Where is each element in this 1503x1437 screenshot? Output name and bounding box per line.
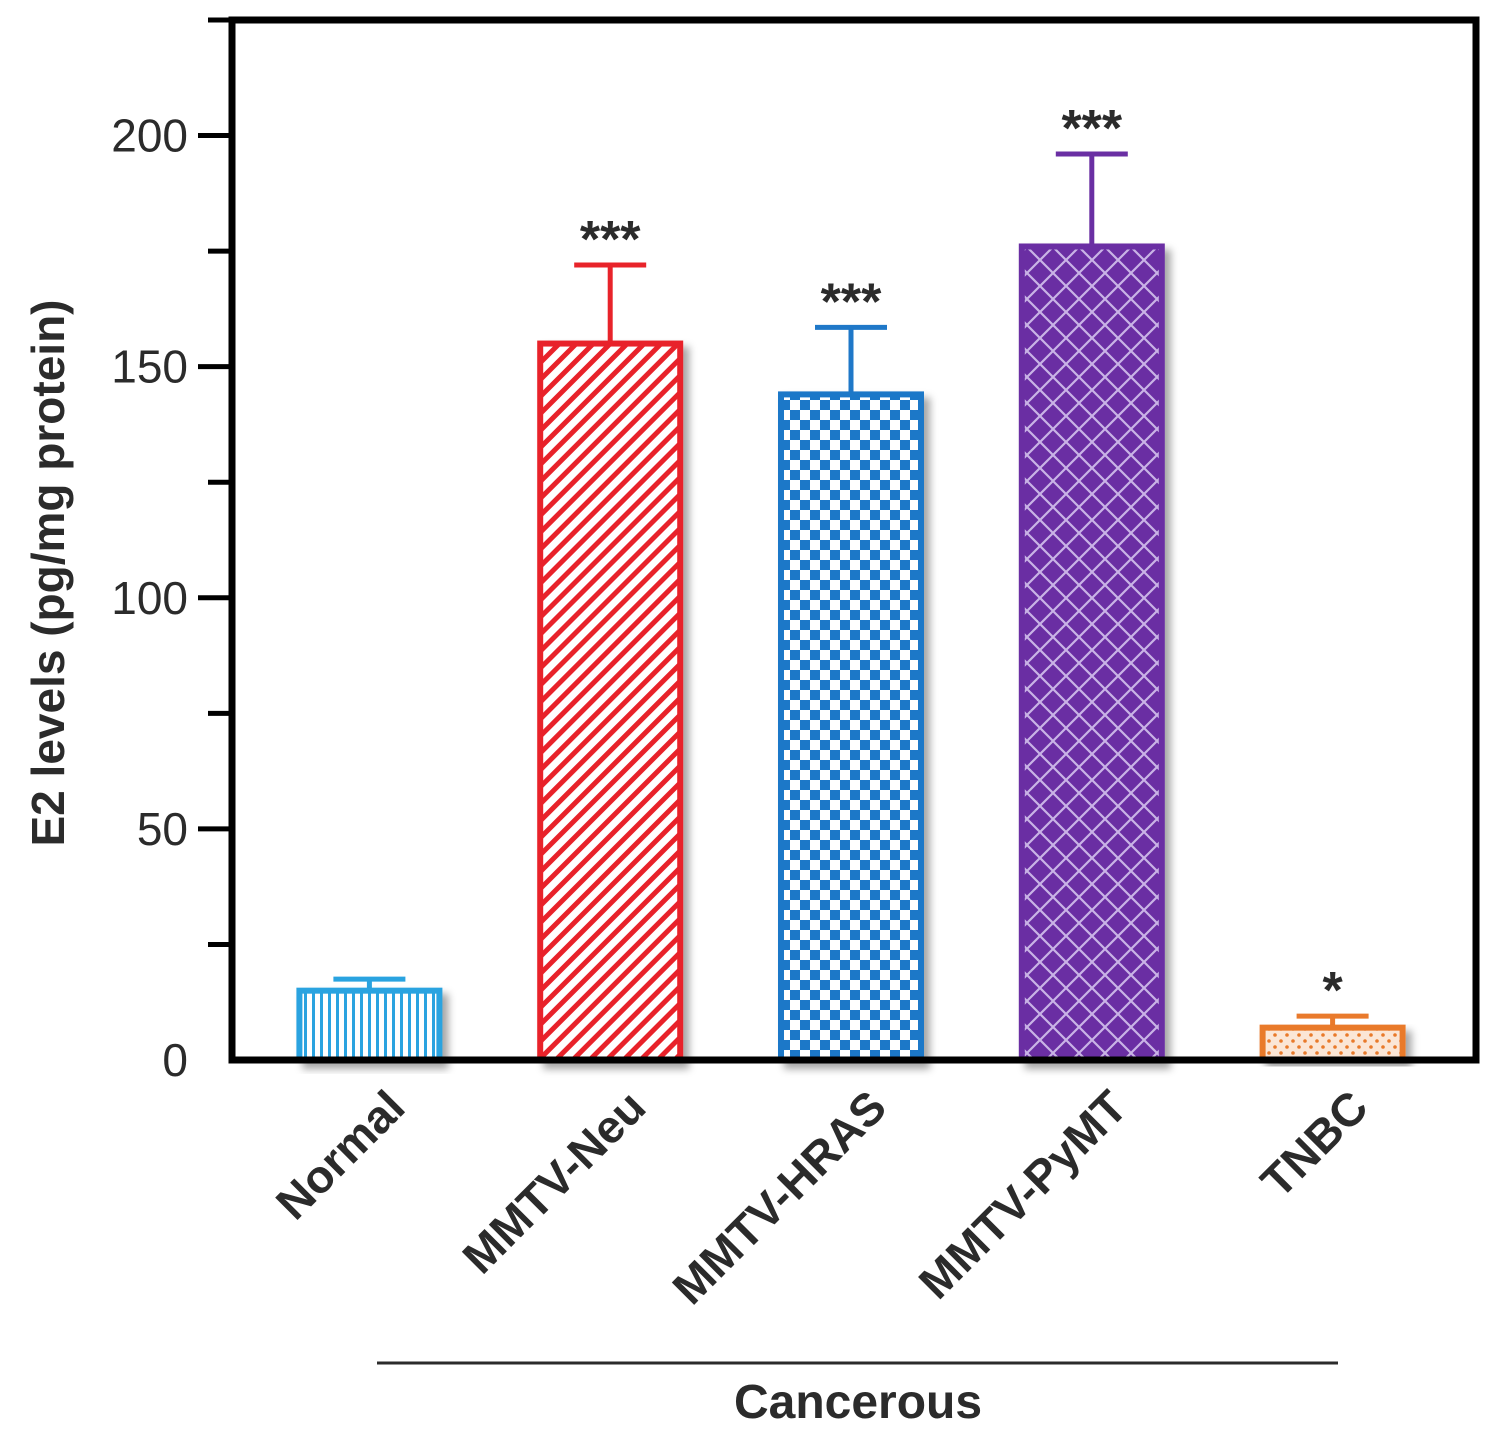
significance-mmtv-hras: *** <box>821 273 882 331</box>
x-category-label: Normal <box>266 1080 415 1229</box>
y-axis-title: E2 levels (pg/mg protein) <box>22 300 74 847</box>
x-axis-labels: Normal MMTV-Neu MMTV-HRAS MMTV-PyMT TNBC <box>266 1080 1378 1314</box>
bar-mmtv-pymt <box>1018 243 1165 1063</box>
significance-mmtv-pymt: *** <box>1061 100 1122 158</box>
y-axis: 0 50 100 150 200 <box>111 17 232 1086</box>
bar-normal <box>296 987 443 1064</box>
group-label: Cancerous <box>734 1376 982 1429</box>
bar-tnbc <box>1259 1024 1406 1063</box>
y-tick-label: 0 <box>162 1034 188 1086</box>
x-category-label: MMTV-PyMT <box>909 1080 1137 1308</box>
y-tick-label: 50 <box>137 803 188 855</box>
significance-tnbc: * <box>1322 962 1343 1020</box>
x-category-label: MMTV-HRAS <box>662 1080 896 1314</box>
significance-mmtv-neu: *** <box>580 211 641 269</box>
x-category-label: MMTV-Neu <box>452 1080 655 1283</box>
y-tick-label: 100 <box>111 572 188 624</box>
y-tick-label: 150 <box>111 341 188 393</box>
bar-mmtv-hras <box>778 391 924 1063</box>
x-category-label: TNBC <box>1251 1080 1378 1207</box>
y-tick-label: 200 <box>111 110 188 162</box>
bars-group: ********** <box>232 100 1476 1064</box>
bar-mmtv-neu <box>537 340 684 1063</box>
